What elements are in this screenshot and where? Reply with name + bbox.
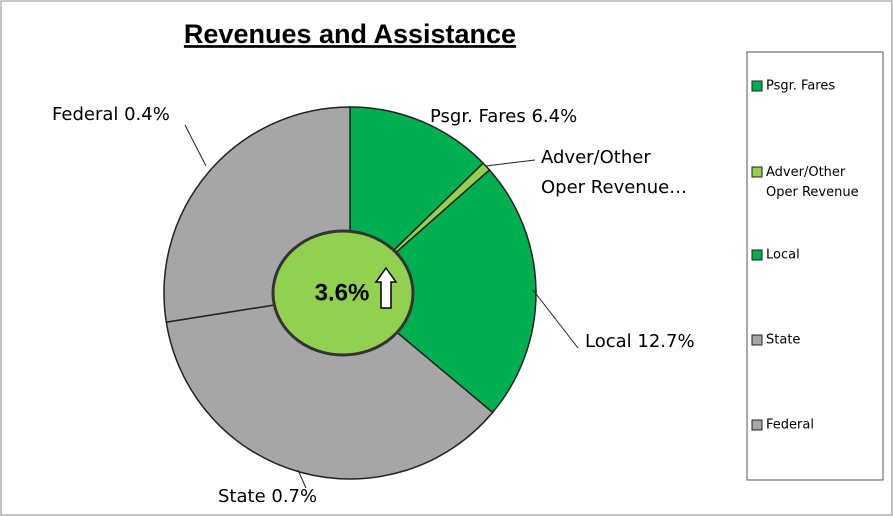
data-label: State 0.7% <box>218 486 317 507</box>
leader-line <box>184 124 207 167</box>
up-arrow <box>374 266 398 309</box>
legend-swatch <box>751 334 763 346</box>
legend-label: Local <box>766 248 800 263</box>
pie-slice <box>348 168 537 414</box>
chart-title: Revenues and Assistance <box>184 19 516 49</box>
data-label: Psgr. Fares 6.4% <box>430 106 577 127</box>
leader-line <box>485 159 536 167</box>
legend-label: Adver/Other Oper Revenue <box>766 165 859 200</box>
center-badge <box>271 229 415 357</box>
legend-label: State <box>766 333 800 348</box>
leader-line <box>297 469 307 489</box>
data-label: Adver/Other Oper Revenue… <box>541 147 687 198</box>
legend-label: Psgr. Fares <box>766 79 835 94</box>
legend-swatch <box>751 249 763 261</box>
data-label: Local 12.7% <box>585 331 695 352</box>
legend-swatch <box>751 80 763 92</box>
legend-box <box>746 51 884 481</box>
leader-line <box>532 289 579 349</box>
center-label: 3.6% <box>315 279 370 306</box>
data-label: Federal 0.4% <box>52 104 170 125</box>
legend-swatch <box>751 419 763 431</box>
legend-swatch <box>751 166 763 178</box>
pie-slice <box>165 292 494 480</box>
legend-label: Federal <box>766 418 814 433</box>
